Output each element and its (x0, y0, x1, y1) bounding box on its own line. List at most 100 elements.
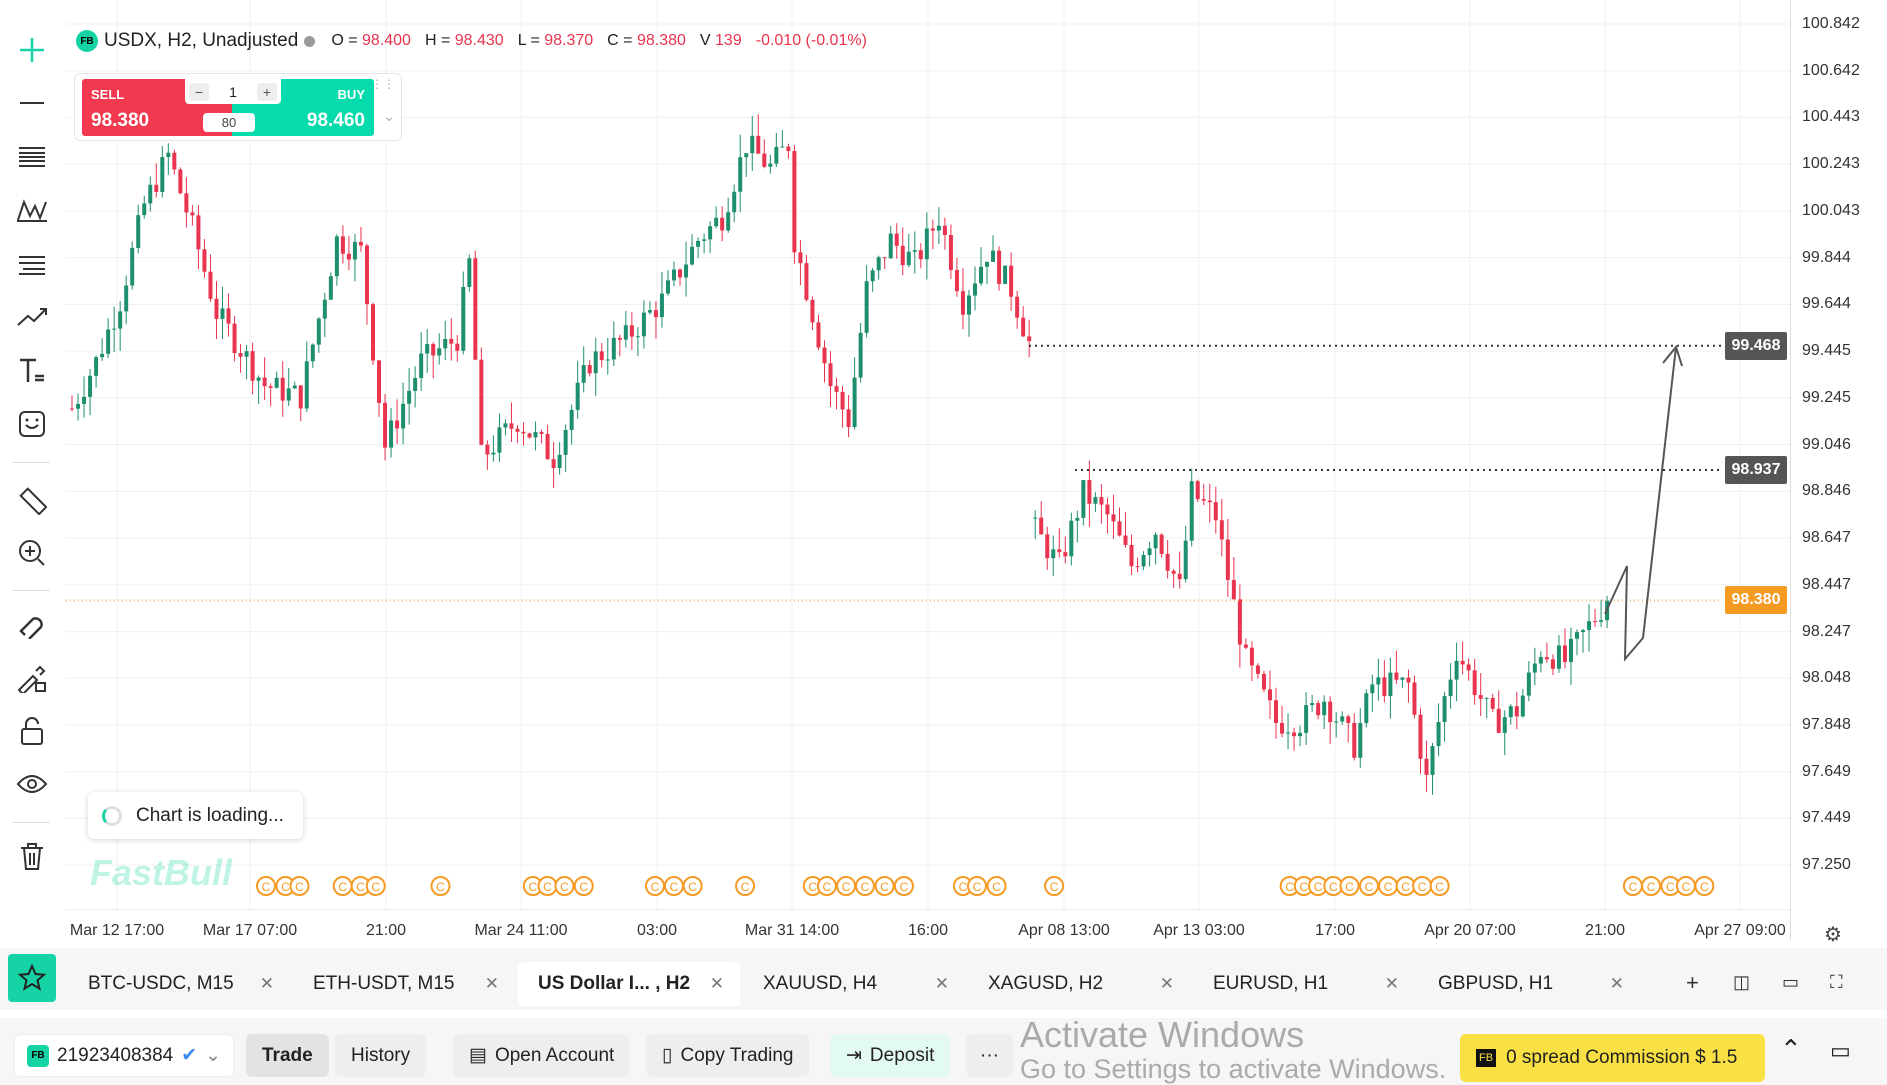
emoji-icon[interactable] (12, 404, 52, 444)
promo-banner[interactable]: FB 0 spread Commission $ 1.5 (1460, 1034, 1765, 1082)
symbol-tab[interactable]: GBPUSD, H1 ✕ (1418, 962, 1640, 1006)
candle-body (611, 337, 616, 360)
chevron-up-icon[interactable]: ⌃ (1780, 1034, 1802, 1064)
close-tab-icon[interactable]: ✕ (709, 974, 724, 993)
symbol-tab[interactable]: XAGUSD, H2 ✕ (968, 962, 1190, 1006)
divider (12, 590, 50, 591)
event-marker-label: C (959, 880, 968, 894)
close-tab-icon[interactable]: ✕ (1159, 974, 1174, 993)
text-tool-icon[interactable] (12, 351, 52, 391)
fullscreen-icon[interactable]: ⛶ (1830, 972, 1843, 992)
candle-body (864, 281, 869, 333)
price-label: 99.844 (1802, 248, 1851, 266)
candle-body (1502, 717, 1507, 733)
event-marker-icon (430, 876, 451, 896)
high-label: H = (424, 32, 451, 49)
candle-body (1364, 693, 1369, 724)
crosshair-icon[interactable] (12, 30, 52, 70)
event-marker-icon (874, 876, 895, 896)
forecast-icon[interactable] (12, 297, 52, 337)
candle-body (334, 236, 339, 277)
history-tab[interactable]: History (335, 1034, 427, 1077)
price-axis[interactable]: 100.842 100.642 100.443 100.243 100.043 99.84… (1725, 0, 1887, 940)
lock-drawings-icon[interactable] (12, 658, 52, 698)
activate-subtitle: Go to Settings to activate Windows. (1020, 1054, 1447, 1084)
candle-body (1207, 500, 1212, 503)
candle-body (635, 336, 640, 338)
account-logo-icon: FB (27, 1044, 49, 1067)
price-label: 100.642 (1802, 61, 1860, 79)
candle-body (431, 343, 436, 356)
fastbull-watermark: FastBull (90, 852, 233, 893)
event-marker-label: C (560, 880, 569, 894)
fib-retracement-icon[interactable] (12, 136, 52, 176)
candle-body (1057, 549, 1062, 553)
trend-line-icon[interactable] (12, 83, 52, 123)
high-value: 98.430 (454, 32, 504, 49)
magnet-icon[interactable] (12, 604, 52, 644)
close-tab-icon[interactable]: ✕ (259, 974, 274, 993)
arrow-head (1662, 344, 1683, 367)
buy-price: 98.460 (306, 110, 365, 131)
account-selector[interactable]: FB 21923408384 ✔ ⌄ (14, 1034, 235, 1077)
price-label: 98.247 (1802, 622, 1851, 640)
layout-icon[interactable]: ◫ (1733, 972, 1751, 992)
settings-gear-icon[interactable]: ⚙ (1824, 924, 1842, 946)
eye-icon[interactable] (12, 764, 52, 804)
symbol-tab[interactable]: EURUSD, H1 ✕ (1193, 962, 1415, 1006)
event-marker-label: C (356, 880, 365, 894)
pattern-icon[interactable] (12, 190, 52, 230)
close-tab-icon[interactable]: ✕ (484, 974, 499, 993)
spinner-icon (102, 805, 122, 826)
panel-icon[interactable]: ▭ (1830, 1038, 1851, 1063)
ruler-icon[interactable] (12, 480, 52, 520)
close-tab-icon[interactable]: ✕ (1384, 974, 1399, 993)
add-tab-icon[interactable]: + (1686, 970, 1699, 995)
candle-body (551, 459, 556, 469)
event-marker-icon (289, 876, 310, 896)
tab-label: US Dollar I... , H2 (538, 973, 691, 994)
copy-trading-button[interactable]: ▯ Copy Trading (646, 1034, 810, 1077)
drag-handle-icon[interactable]: ⋮⋮ (371, 77, 395, 91)
event-marker-icon (1429, 876, 1450, 896)
quantity-input[interactable]: 1 (229, 83, 237, 100)
candle-body (1231, 579, 1236, 600)
symbol-title[interactable]: USDX, H2, Unadjusted (104, 30, 299, 51)
close-value: 98.380 (636, 32, 686, 49)
candle-body (912, 250, 917, 252)
open-account-button[interactable]: ▤ Open Account (453, 1034, 631, 1077)
unlock-icon[interactable] (12, 711, 52, 751)
zoom-in-icon[interactable] (12, 533, 52, 573)
price-label: 100.043 (1802, 202, 1860, 220)
candle-body (1267, 689, 1272, 701)
candle-body (1346, 716, 1351, 723)
symbol-tab[interactable]: US Dollar I... , H2 ✕ (518, 962, 740, 1006)
deposit-button[interactable]: ⇥ Deposit (830, 1034, 951, 1077)
time-label: 21:00 (1584, 922, 1626, 939)
favorites-star-icon[interactable] (8, 954, 56, 1002)
channel-icon[interactable] (12, 243, 52, 283)
increase-button[interactable]: + (256, 82, 277, 101)
candle-body (286, 388, 291, 401)
symbol-tab[interactable]: ETH-USDT, M15 ✕ (293, 962, 515, 1006)
price-tag-upper-level: 99.468 (1725, 331, 1787, 360)
candle-body (1526, 672, 1531, 696)
window-icon[interactable]: ▭ (1782, 972, 1800, 992)
candle-body (918, 250, 923, 260)
close-tab-icon[interactable]: ✕ (934, 974, 949, 993)
more-button[interactable]: ··· (966, 1034, 1013, 1077)
decrease-button[interactable]: − (189, 82, 209, 101)
candle-body (539, 432, 544, 434)
trade-tab[interactable]: Trade (246, 1034, 329, 1077)
candle-body (948, 234, 953, 271)
candle-body (358, 241, 363, 246)
time-label: Mar 31 14:00 (744, 922, 840, 939)
event-marker-icon (1044, 876, 1065, 896)
chevron-down-icon[interactable]: ⌄ (383, 108, 395, 124)
close-label: C = (607, 32, 633, 49)
symbol-tab[interactable]: BTC-USDC, M15 ✕ (68, 962, 290, 1006)
close-tab-icon[interactable]: ✕ (1609, 974, 1624, 993)
trash-icon[interactable] (12, 836, 52, 876)
symbol-tab[interactable]: XAUUSD, H4 ✕ (743, 962, 965, 1006)
